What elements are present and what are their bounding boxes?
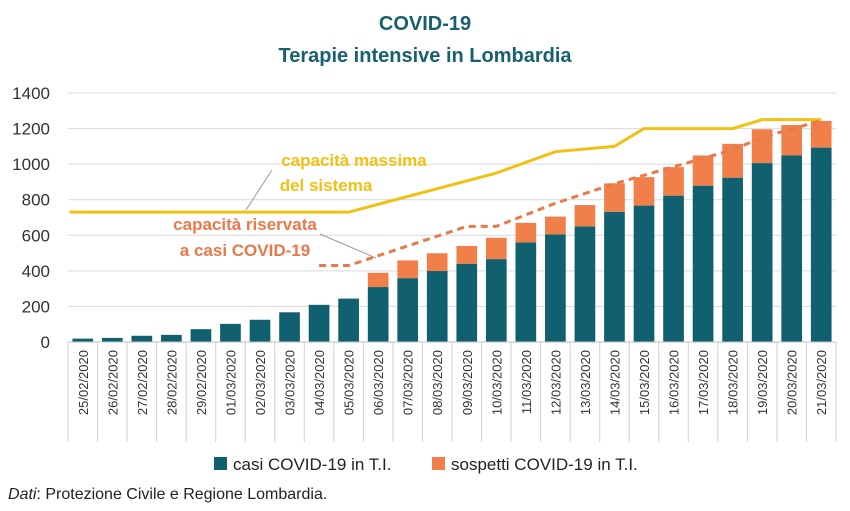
bar-casi [810,147,832,342]
bar-casi [308,304,330,342]
bar-sospetti [545,216,566,235]
bar-sospetti [426,253,448,272]
legend-swatch [214,457,227,470]
x-tick-label: 21/03/2020 [814,350,829,415]
legend-label: sospetti COVID-19 in T.I. [451,455,638,474]
bar-casi [663,195,684,342]
annotation-capacita-riservata-line1: capacità riservata [173,215,317,234]
x-tick-label: 07/03/2020 [401,350,416,415]
bar-sospetti [574,205,596,227]
x-tick-label: 18/03/2020 [726,350,741,415]
x-tick-label: 20/03/2020 [785,350,800,415]
y-tick-label: 1400 [12,84,50,103]
bar-casi [131,335,153,342]
y-tick-label: 0 [41,333,50,352]
annotation-leader-riservata [319,233,377,259]
y-tick-label: 800 [22,191,50,210]
x-tick-label: 08/03/2020 [430,350,445,415]
bar-casi [515,242,537,342]
annotation-leader-massima [245,169,273,211]
x-tick-label: 04/03/2020 [312,350,327,415]
bar-casi [781,155,803,342]
bar-casi [249,319,271,342]
bar-casi [633,205,655,342]
bar-casi [397,278,419,342]
annotation-capacita-riservata-line2: a casi COVID-19 [180,241,310,260]
x-tick-label: 16/03/2020 [667,350,682,415]
legend: casi COVID-19 in T.I. sospetti COVID-19 i… [214,455,638,474]
bar-sospetti [751,129,773,164]
legend-swatch [432,457,445,470]
bar-casi [190,329,212,342]
bar-casi [456,263,478,342]
bar-layer [72,120,832,342]
x-tick-label: 29/02/2020 [194,350,209,415]
x-tick-label: 06/03/2020 [371,350,386,415]
y-tick-label: 600 [22,226,50,245]
x-tick-label: 19/03/2020 [755,350,770,415]
line-layer: capacità massima del sistema capacità rise… [69,118,822,268]
annotation-capacita-massima-line1: capacità massima [281,151,427,170]
bar-sospetti [663,167,684,196]
axis-layer: 0 200 400 600 800 1000 1200 1400 25/02/2020 26/02… [12,84,837,442]
grid-layer [68,92,836,307]
x-tick-label: 11/03/2020 [519,350,534,414]
x-tick-label: 10/03/2020 [489,350,504,415]
bar-casi [574,226,596,342]
source-text: : Protezione Civile e Regione Lombardia. [36,486,328,503]
x-tick-label: 26/02/2020 [105,350,120,415]
bar-sospetti [604,183,625,212]
x-tick-label: 09/03/2020 [460,350,475,415]
x-tick-label: 03/03/2020 [283,350,298,415]
y-tick-label: 1200 [12,120,50,139]
x-tick-label: 28/02/2020 [164,350,179,415]
bar-casi [220,323,241,342]
bar-sospetti [781,125,803,156]
bar-sospetti [633,177,655,206]
bar-sospetti [456,245,478,264]
bar-sospetti [397,260,419,279]
bar-casi [692,185,714,342]
annotation-capacita-massima-line2: del sistema [280,176,373,195]
bar-casi [72,338,94,342]
bar-casi [604,211,625,342]
chart-title-line1: COVID-19 [379,13,471,35]
bar-casi [279,312,300,342]
x-tick-label: 14/03/2020 [607,350,622,415]
bar-casi [751,163,773,342]
bar-casi [545,234,566,342]
source-label: Dati [8,486,37,503]
bar-casi [101,337,123,342]
chart-title-line2: Terapie intensive in Lombardia [278,45,572,67]
x-tick-label: 25/02/2020 [76,350,91,415]
bar-casi [426,271,448,342]
x-tick-label: 13/03/2020 [578,350,593,415]
bar-casi [338,298,359,342]
x-tick-label: 17/03/2020 [696,350,711,415]
bar-sospetti [692,155,714,186]
bar-casi [367,287,389,342]
y-tick-label: 200 [22,297,50,316]
bar-sospetti [515,222,537,243]
source-note: Dati: Protezione Civile e Regione Lombar… [8,486,327,504]
bar-casi [161,334,182,342]
x-tick-label: 27/02/2020 [135,350,150,415]
line-capacita-massima [69,118,822,214]
bar-casi [485,259,507,342]
x-tick-label: 02/03/2020 [253,350,268,415]
x-tick-label: 01/03/2020 [223,350,238,415]
bar-sospetti [367,272,389,288]
bar-casi [722,177,743,342]
line-capacita-riservata [319,119,822,268]
legend-label: casi COVID-19 in T.I. [233,455,391,474]
x-tick-label: 15/03/2020 [637,350,652,415]
x-tick-label: 12/03/2020 [548,350,563,415]
y-tick-label: 400 [22,262,50,281]
bar-sospetti [485,237,507,260]
bar-sospetti [810,120,832,148]
x-tick-label: 05/03/2020 [342,350,357,415]
y-tick-label: 1000 [12,155,50,174]
